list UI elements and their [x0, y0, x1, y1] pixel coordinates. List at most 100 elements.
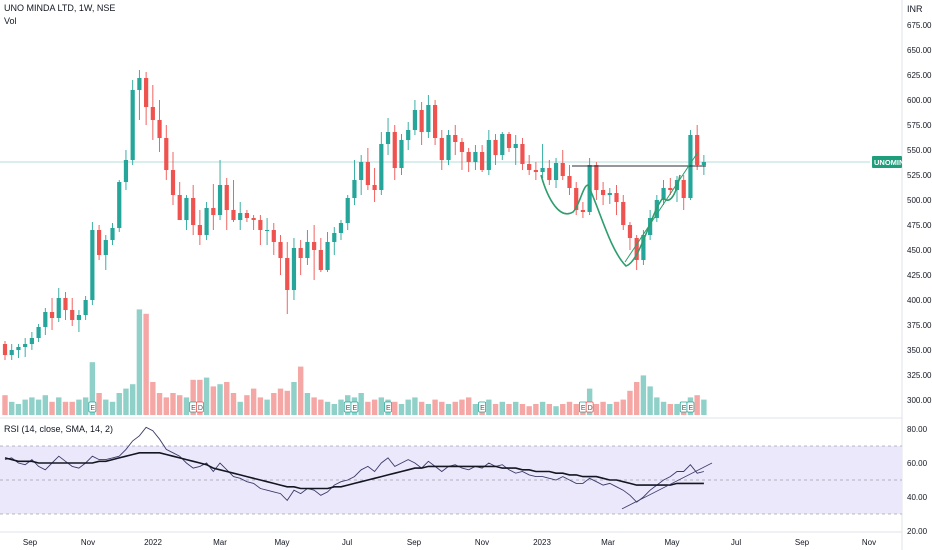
candle-body: [217, 185, 223, 215]
volume-bar: [701, 399, 707, 415]
volume-bar: [250, 388, 257, 415]
volume-bar: [217, 384, 223, 415]
volume-bar: [633, 382, 640, 415]
candle-body: [580, 210, 586, 212]
candle-body: [432, 105, 438, 138]
candle-body: [661, 188, 666, 200]
candle-body: [419, 110, 424, 132]
volume-bar: [667, 404, 673, 415]
time-tick-label: Nov: [475, 538, 489, 547]
candle-body: [16, 347, 21, 350]
price-tick-label: 625.00: [907, 71, 932, 80]
candle-body: [298, 248, 303, 258]
volume-bar: [203, 377, 210, 415]
candle-body: [560, 163, 565, 176]
volume-bar: [338, 399, 344, 415]
earnings-marker: D: [585, 401, 594, 413]
earnings-marker: E: [579, 401, 587, 413]
candle-body: [574, 188, 579, 210]
candle-body: [506, 134, 512, 148]
volume-bar: [371, 399, 378, 415]
volume-bar: [539, 401, 546, 415]
candle-body: [9, 350, 14, 355]
candle-body: [648, 218, 653, 235]
candle-body: [137, 78, 142, 90]
candle-body: [197, 225, 202, 235]
rsi-tick-label: 40.00: [907, 493, 928, 502]
volume-bar: [35, 399, 42, 415]
volume-bar: [271, 393, 277, 415]
volume-bar: [190, 379, 196, 415]
candle-body: [412, 110, 418, 130]
volume-bar: [103, 399, 109, 415]
candle-body: [527, 164, 532, 170]
volume-bar: [15, 404, 22, 415]
volume-bar: [398, 404, 405, 415]
volume-bar: [9, 401, 15, 415]
currency-label: INR: [907, 4, 923, 14]
volume-bar: [365, 401, 371, 415]
candle-body: [271, 230, 276, 242]
candle-body: [83, 300, 88, 315]
volume-bar: [513, 401, 519, 415]
candle-body: [594, 165, 599, 190]
candle-body: [150, 107, 155, 120]
price-tick-label: 550.00: [907, 146, 932, 155]
time-tick-label: May: [664, 538, 679, 547]
volume-bar: [29, 397, 35, 415]
rsi-line: [4, 426, 705, 503]
volume-bar: [244, 395, 250, 415]
volume-bar: [183, 397, 190, 415]
candle-body: [211, 208, 216, 215]
candle-body: [385, 132, 391, 144]
volume-bar: [56, 397, 62, 415]
marker-letter: E: [581, 405, 586, 412]
candle-body: [621, 202, 626, 225]
marker-box: [195, 401, 204, 413]
rsi-trendline: [621, 462, 713, 510]
volume-bar: [378, 397, 385, 415]
candle-body: [406, 130, 411, 140]
candle-body: [446, 135, 451, 160]
volume-bar: [116, 393, 122, 415]
candle-body: [70, 310, 75, 320]
volume-bar: [284, 390, 290, 415]
volume-bar: [230, 393, 237, 415]
volume-bar: [89, 362, 96, 415]
candle-body: [493, 140, 498, 155]
candle-body: [533, 170, 538, 172]
volume-bar: [129, 384, 136, 415]
earnings-marker: E: [350, 401, 359, 413]
candle-body: [332, 233, 337, 242]
volume-bar: [519, 404, 526, 415]
candle-body: [191, 198, 196, 225]
volume-bar: [533, 404, 539, 415]
candle-body: [459, 142, 465, 152]
volume-bar: [324, 401, 331, 415]
marker-box: [350, 401, 359, 413]
candle-body: [520, 144, 525, 164]
candle-body: [453, 135, 458, 142]
volume-bar: [62, 401, 69, 415]
candle-body: [29, 338, 34, 344]
rsi-tick-label: 80.00: [907, 425, 928, 434]
marker-box: [585, 401, 594, 413]
candle-body: [285, 258, 290, 290]
marker-letter: E: [346, 405, 351, 412]
price-tick-label: 375.00: [907, 321, 932, 330]
candle-body: [2, 344, 8, 355]
candle-body: [634, 238, 639, 260]
price-tick-label: 325.00: [907, 371, 932, 380]
candle-body: [681, 180, 686, 198]
volume-bar: [96, 393, 102, 415]
candle-body: [56, 298, 61, 318]
marker-box: [88, 401, 97, 413]
candle-body: [184, 198, 189, 220]
earnings-marker: E: [478, 401, 487, 413]
rsi-sma-line: [4, 451, 704, 490]
volume-bar: [418, 401, 425, 415]
volume-bar: [445, 404, 452, 415]
volume-bar: [163, 397, 169, 415]
volume-bar: [69, 401, 75, 415]
